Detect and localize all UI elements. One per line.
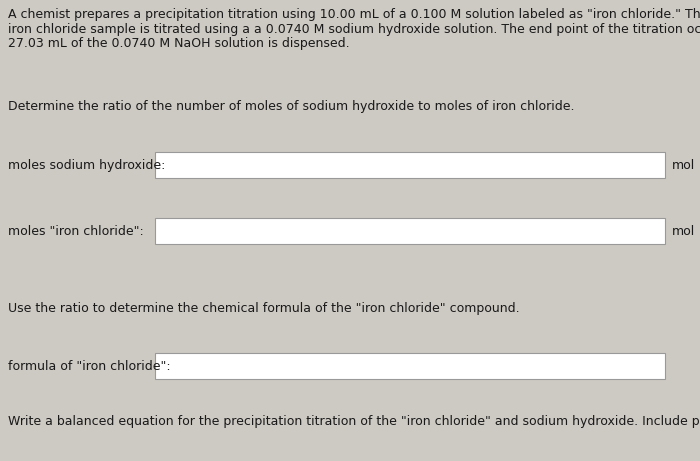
Text: mol: mol [672, 225, 695, 237]
Text: formula of "iron chloride":: formula of "iron chloride": [8, 360, 171, 372]
Text: mol: mol [672, 159, 695, 171]
Bar [155, 353, 665, 379]
Text: moles sodium hydroxide:: moles sodium hydroxide: [8, 159, 165, 171]
Text: iron chloride sample is titrated using a a 0.0740 M sodium hydroxide solution. T: iron chloride sample is titrated using a… [8, 23, 700, 35]
Text: 27.03 mL of the 0.0740 M NaOH solution is dispensed.: 27.03 mL of the 0.0740 M NaOH solution i… [8, 37, 349, 50]
Text: Write a balanced equation for the precipitation titration of the "iron chloride": Write a balanced equation for the precip… [8, 415, 700, 428]
Text: moles "iron chloride":: moles "iron chloride": [8, 225, 143, 237]
Bar [155, 218, 665, 244]
Text: Determine the ratio of the number of moles of sodium hydroxide to moles of iron : Determine the ratio of the number of mol… [8, 100, 575, 113]
Bar [155, 152, 665, 178]
Text: Use the ratio to determine the chemical formula of the "iron chloride" compound.: Use the ratio to determine the chemical … [8, 302, 519, 315]
Text: A chemist prepares a precipitation titration using 10.00 mL of a 0.100 M solutio: A chemist prepares a precipitation titra… [8, 8, 700, 21]
